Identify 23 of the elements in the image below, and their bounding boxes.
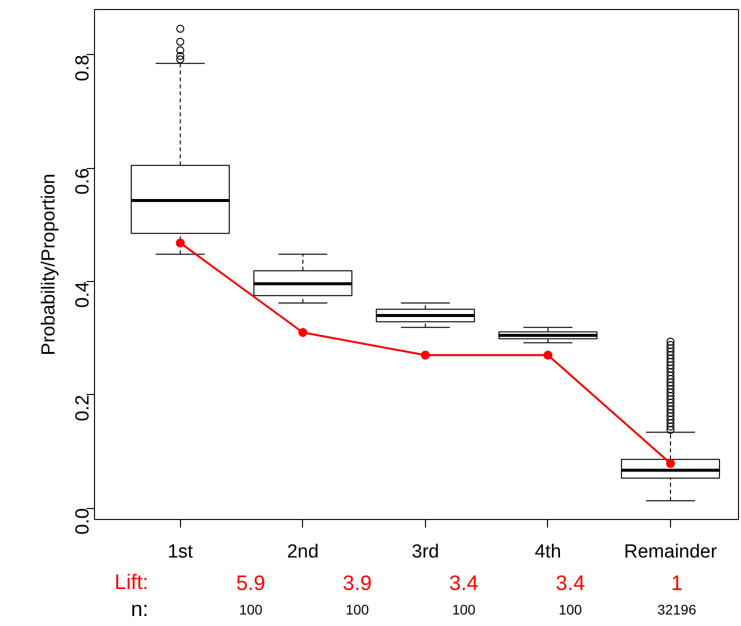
x-tick-label: 3rd bbox=[412, 542, 440, 562]
x-tick-label: 4th bbox=[534, 542, 562, 562]
x-tick-label: 1st bbox=[168, 542, 194, 562]
text: 100 bbox=[558, 602, 582, 618]
y-tick-label: 0.4 bbox=[72, 281, 94, 308]
text: 1 bbox=[670, 572, 683, 595]
text: 3.4 bbox=[449, 572, 479, 595]
x-tick-label: 2nd bbox=[286, 542, 319, 562]
text: 3.9 bbox=[342, 572, 372, 595]
text: 5.9 bbox=[236, 572, 266, 595]
y-tick-label: 0.6 bbox=[72, 168, 94, 195]
y-tick-label: 0.0 bbox=[72, 508, 94, 535]
text: 100 bbox=[452, 602, 476, 618]
x-tick-label: Remainder bbox=[624, 542, 718, 562]
y-tick-label: 0.8 bbox=[72, 54, 94, 82]
text: 100 bbox=[346, 602, 370, 618]
text: 3.4 bbox=[556, 572, 586, 595]
text: n: bbox=[130, 598, 148, 621]
text: Lift: bbox=[114, 571, 148, 594]
text: 100 bbox=[239, 602, 263, 618]
text: 32196 bbox=[657, 602, 696, 618]
y-tick-label: 0.2 bbox=[72, 394, 94, 422]
y-axis-title: Probability/Proportion bbox=[38, 174, 60, 356]
